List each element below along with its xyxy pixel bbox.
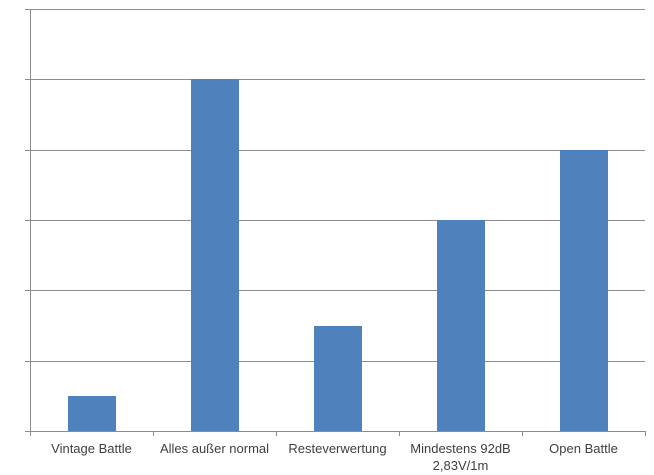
y-gridline [31, 220, 645, 221]
y-gridline [31, 150, 645, 151]
x-axis-tick [522, 432, 523, 436]
x-axis-label-line: Mindestens 92dB [410, 441, 511, 456]
y-axis-tick [25, 220, 30, 221]
bar [68, 396, 116, 431]
y-gridline [31, 290, 645, 291]
x-axis-label-line: Resteverwertung [288, 441, 387, 456]
bar [437, 220, 485, 431]
x-axis-label-line: Vintage Battle [51, 441, 132, 456]
x-axis-tick [153, 432, 154, 436]
y-axis-tick [25, 431, 30, 432]
x-axis-label-line: 2,83V/1m [432, 458, 489, 473]
x-axis-label: Mindestens 92dB 2,83V/1m [389, 440, 532, 474]
x-axis-label: Resteverwertung [266, 440, 409, 457]
y-axis-tick [25, 9, 30, 10]
x-axis-label-line: Open Battle [549, 441, 618, 456]
x-axis-label: Open Battle [512, 440, 654, 457]
x-axis-tick [276, 432, 277, 436]
x-axis-label-line: Alles außer normal [159, 441, 270, 456]
bar [191, 79, 239, 431]
x-axis-tick [399, 432, 400, 436]
x-axis-line [30, 431, 646, 432]
bar [560, 150, 608, 431]
y-axis-line [30, 9, 31, 431]
x-axis-label: Alles außer normal [143, 440, 286, 457]
y-axis-tick [25, 79, 30, 80]
bar [314, 326, 362, 431]
x-axis-label: Vintage Battle [20, 440, 163, 457]
y-axis-tick [25, 290, 30, 291]
y-axis-tick [25, 150, 30, 151]
y-gridline [31, 79, 645, 80]
y-gridline [31, 9, 645, 10]
x-axis-tick [645, 432, 646, 436]
y-axis-tick [25, 361, 30, 362]
x-axis-tick [30, 432, 31, 436]
